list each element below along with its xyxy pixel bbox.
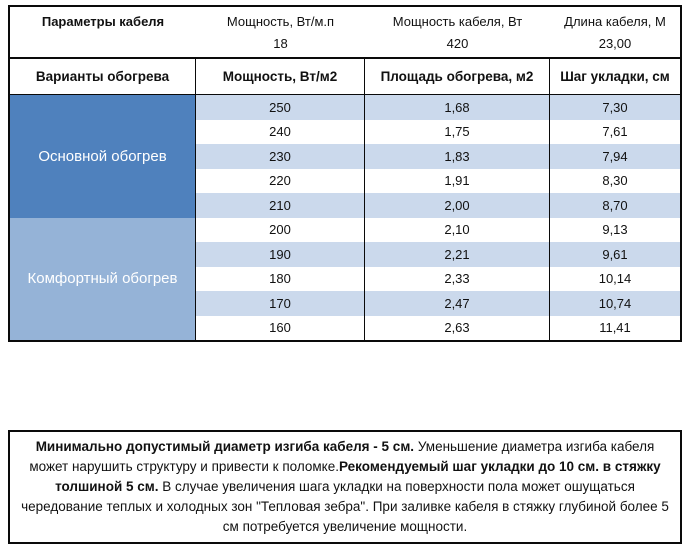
data-rows: 250 1,68 7,30 240 1,75 7,61 230 1,83 7,9… (196, 95, 680, 340)
cell-power: 220 (196, 168, 365, 193)
table-row: 180 2,33 10,14 (196, 266, 680, 291)
cell-area: 1,75 (365, 119, 550, 144)
table-row: 190 2,21 9,61 (196, 242, 680, 267)
cell-area: 1,91 (365, 168, 550, 193)
table-row: 160 2,63 11,41 (196, 315, 680, 340)
column-header-variants: Варианты обогрева (10, 59, 196, 94)
cell-step: 7,61 (602, 124, 628, 140)
table-row: 200 2,10 9,13 (196, 217, 680, 242)
table-header-row: Варианты обогрева Мощность, Вт/м2 Площад… (10, 57, 680, 94)
cell-area: 2,10 (365, 217, 550, 242)
cell-power: 210 (196, 193, 365, 218)
param-col-cable-power: Мощность кабеля, Вт 420 (365, 7, 550, 57)
cell-step: 8,70 (602, 197, 628, 213)
cell-power: 170 (196, 291, 365, 316)
cell-power: 160 (196, 315, 365, 340)
param-col-value: 18 (273, 36, 288, 51)
table-row: 170 2,47 10,74 (196, 291, 680, 316)
cell-step: 10,74 (598, 295, 632, 311)
param-header-label: Параметры кабеля (41, 14, 165, 29)
param-col-power-per-m: Мощность, Вт/м.п 18 (196, 7, 365, 57)
note-segment: Минимально допустимый диаметр изгиба каб… (35, 439, 415, 454)
note-box: Минимально допустимый диаметр изгиба каб… (8, 430, 682, 544)
cable-params-header-block: Параметры кабеля Мощность, Вт/м.п 18 Мощ… (10, 7, 680, 57)
cell-step: 9,13 (602, 222, 628, 238)
column-header-area: Площадь обогрева, м2 (365, 59, 550, 94)
cell-area: 2,63 (365, 315, 550, 340)
cell-area: 2,47 (365, 291, 550, 316)
section-label-main-heating: Основной обогрев (10, 95, 195, 218)
cell-area: 1,68 (365, 95, 550, 120)
cable-parameters-table: Параметры кабеля Мощность, Вт/м.п 18 Мощ… (8, 5, 682, 342)
cell-power: 180 (196, 266, 365, 291)
table-row: 250 1,68 7,30 (196, 95, 680, 120)
cell-step: 7,94 (602, 148, 628, 164)
param-header-cell: Параметры кабеля (10, 7, 196, 57)
param-col-label: Мощность кабеля, Вт (392, 14, 523, 29)
cell-power: 190 (196, 242, 365, 267)
table-row: 230 1,83 7,94 (196, 144, 680, 169)
table-row: 210 2,00 8,70 (196, 193, 680, 218)
cell-step: 8,30 (602, 173, 628, 189)
param-col-value: 420 (446, 36, 469, 51)
cell-step: 10,14 (598, 271, 632, 287)
section-label-column: Основной обогрев Комфортный обогрев (10, 95, 196, 340)
column-header-power: Мощность, Вт/м2 (196, 59, 365, 94)
cell-area: 2,21 (365, 242, 550, 267)
cell-step: 9,61 (602, 246, 628, 262)
param-col-label: Длина кабеля, М (564, 14, 666, 29)
param-col-cable-length: Длина кабеля, М 23,00 (550, 7, 680, 57)
cell-step: 7,30 (602, 99, 628, 115)
note-segment: Уменьшение диаметра изгиба кабеля может … (29, 439, 655, 474)
table-body: Основной обогрев Комфортный обогрев 250 … (10, 94, 680, 340)
cell-power: 230 (196, 144, 365, 169)
column-header-step: Шаг укладки, см (560, 69, 670, 84)
cell-power: 200 (196, 217, 365, 242)
section-label-comfort-heating: Комфортный обогрев (10, 217, 195, 340)
table-row: 240 1,75 7,61 (196, 119, 680, 144)
cell-area: 2,00 (365, 193, 550, 218)
note-segment: Рекомендуемый шаг укладки до 10 см. в ст… (55, 459, 661, 494)
param-col-value: 23,00 (598, 36, 632, 51)
table-row: 220 1,91 8,30 (196, 168, 680, 193)
cell-area: 2,33 (365, 266, 550, 291)
cell-power: 240 (196, 119, 365, 144)
note-segment: В случае увеличения шага укладки на пове… (21, 479, 669, 534)
cell-power: 250 (196, 95, 365, 120)
param-col-label: Мощность, Вт/м.п (226, 14, 335, 29)
cell-area: 1,83 (365, 144, 550, 169)
note-text: Минимально допустимый диаметр изгиба каб… (21, 439, 669, 534)
cell-step: 11,41 (599, 320, 631, 336)
